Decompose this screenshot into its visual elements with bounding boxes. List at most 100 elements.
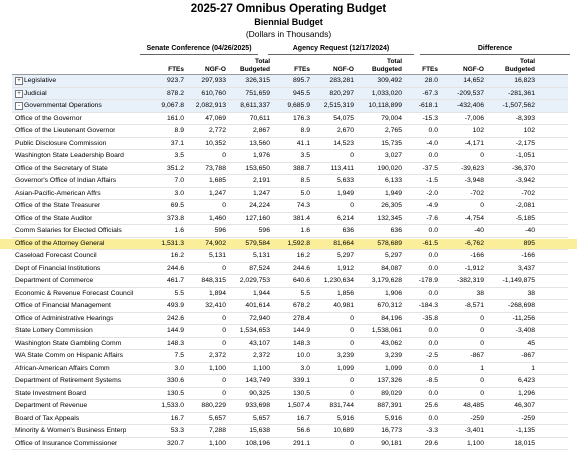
cell-ngfo-difference: -8,571 [438,300,484,312]
cell-total-agency: 636 [354,225,402,237]
cell-ftes-senate: 244.6 [148,263,184,275]
col-ftes-agency: FTEs [274,66,310,74]
cell-ngfo-difference: -1,912 [438,263,484,275]
row-label: Economic & Revenue Forecast Council [15,288,133,300]
cell-ftes-difference: 0.0 [402,225,438,237]
cell-ftes-difference: -15.3 [402,113,438,125]
row-label: -Governmental Operations [15,100,102,112]
cell-ftes-difference: 0.0 [402,388,438,400]
cell-ftes-senate: 330.6 [148,375,184,387]
cell-ftes-agency: 3.5 [274,150,310,162]
cell-ngfo-difference: 0 [438,388,484,400]
cell-ngfo-agency: 1,912 [310,263,354,275]
cell-ngfo-senate: 1,685 [184,175,226,187]
cell-total-agency: 3,179,628 [354,275,402,287]
cell-total-agency: 1,538,061 [354,325,402,337]
cell-ngfo-senate: 10,352 [184,138,226,150]
cell-ngfo-agency: 5,633 [310,175,354,187]
row-label: +Judicial [15,88,47,100]
cell-total-senate: 2,029,753 [226,275,270,287]
cell-ftes-agency: 278.4 [274,313,310,325]
cell-total-difference: 6,423 [484,375,535,387]
cell-ngfo-senate: 2,372 [184,350,226,362]
cell-ngfo-difference: -702 [438,188,484,200]
cell-total-difference: 16,823 [484,75,535,87]
cell-ngfo-senate: 5,131 [184,250,226,262]
cell-ngfo-agency: 14,523 [310,138,354,150]
cell-ftes-agency: 41.1 [274,138,310,150]
row-label: Office of the State Auditor [15,213,92,225]
cell-total-senate: 43,107 [226,338,270,350]
cell-ngfo-difference: 0 [438,375,484,387]
row-name: Board of Tax Appeals [15,415,79,422]
cell-ftes-difference: 0.0 [402,363,438,375]
row-label: Governor's Office of Indian Affairs [15,175,116,187]
cell-total-senate: 87,524 [226,263,270,275]
cell-ftes-difference: -4.0 [402,138,438,150]
cell-ngfo-difference: -209,537 [438,88,484,100]
cell-total-agency: 3,239 [354,350,402,362]
cell-ftes-senate: 16.7 [148,413,184,425]
cell-ngfo-difference: 1 [438,363,484,375]
cell-ngfo-difference: 0 [438,200,484,212]
row-name: Office of the Lieutenant Governor [15,127,115,134]
row-label: Washington State Leadership Board [15,150,124,162]
cell-ngfo-agency: 0 [310,338,354,350]
cell-ftes-difference: -7.6 [402,213,438,225]
cell-total-difference: 1 [484,363,535,375]
cell-ftes-difference: -37.5 [402,163,438,175]
cell-total-difference: -3,408 [484,325,535,337]
cell-total-senate: 70,611 [226,113,270,125]
cell-ftes-agency: 56.6 [274,425,310,437]
cell-total-agency: 1,099 [354,363,402,375]
cell-ftes-senate: 8.9 [148,125,184,137]
expand-icon[interactable]: + [15,77,23,85]
cell-total-agency: 578,689 [354,238,402,250]
cell-total-agency: 16,773 [354,425,402,437]
cell-ftes-senate: 373.8 [148,213,184,225]
cell-ngfo-senate: 47,069 [184,113,226,125]
row-label: WA State Comm on Hispanic Affairs [15,350,123,362]
cell-ngfo-senate: 73,788 [184,163,226,175]
cell-ngfo-difference: -382,319 [438,275,484,287]
cell-ngfo-agency: 0 [310,325,354,337]
cell-total-senate: 2,372 [226,350,270,362]
row-label: Office of the State Treasurer [15,200,100,212]
cell-ftes-difference: -2.5 [402,350,438,362]
cell-ngfo-difference: -166 [438,250,484,262]
cell-ftes-senate: 493.9 [148,300,184,312]
row-label: Board of Tax Appeals [15,413,79,425]
cell-total-agency: 5,297 [354,250,402,262]
row-label: Department of Revenue [15,400,87,412]
cell-ftes-agency: 640.6 [274,275,310,287]
cell-ftes-senate: 53.3 [148,425,184,437]
row-name: Public Disclosure Commission [15,140,106,147]
cell-ngfo-senate: 0 [184,338,226,350]
expand-icon[interactable]: + [15,90,23,98]
cell-ngfo-agency: 283,281 [310,75,354,87]
report-subtitle: Biennial Budget [0,16,577,28]
cell-total-agency: 1,033,020 [354,88,402,100]
cell-ngfo-senate: 0 [184,388,226,400]
cell-ngfo-agency: 81,664 [310,238,354,250]
group-underline-agency [268,54,414,55]
cell-total-difference: -1,051 [484,150,535,162]
row-label: Office of the Lieutenant Governor [15,125,115,137]
cell-ngfo-agency: 0 [310,313,354,325]
cell-ftes-agency: 16.7 [274,413,310,425]
collapse-icon[interactable]: - [15,102,23,110]
row-name: Minority & Women's Business Enterp [15,427,126,434]
row-label: Minority & Women's Business Enterp [15,425,126,437]
cell-total-senate: 1,247 [226,188,270,200]
